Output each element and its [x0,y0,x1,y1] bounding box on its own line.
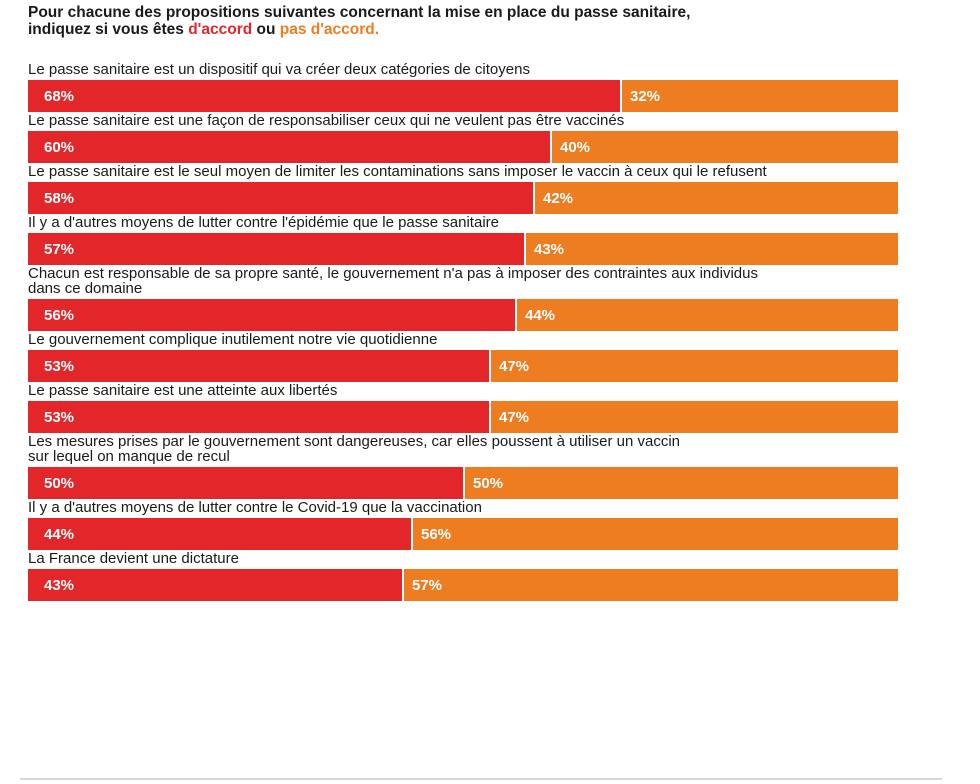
value-label-agree: 53% [44,358,75,375]
row-label: Le passe sanitaire est une façon de resp… [28,112,625,129]
title-line-1: Pour chacune des propositions suivantes … [28,4,691,21]
chart-title: Pour chacune des propositions suivantes … [28,4,690,38]
legend-disagree: pas d'accord. [279,21,380,38]
title-prefix: indiquez si vous êtes [28,21,189,38]
bar-agree: 57% [28,233,524,265]
value-label-disagree: 40% [560,139,591,156]
bar-agree: 68% [28,80,620,112]
bar-agree: 50% [28,467,463,499]
row-label: Il y a d'autres moyens de lutter contre … [28,214,499,231]
bar-agree: 56% [28,299,515,331]
bar-agree: 53% [28,401,489,433]
value-label-disagree: 32% [630,88,661,105]
bar-agree: 60% [28,131,550,163]
bar-disagree: 43% [526,233,898,265]
row-label: Le passe sanitaire est un dispositif qui… [28,61,530,78]
value-label-agree: 58% [44,190,75,207]
bar-disagree: 44% [517,299,898,331]
row-label: Le passe sanitaire est le seul moyen de … [28,163,767,180]
value-label-agree: 57% [44,241,75,258]
value-label-disagree: 57% [412,577,443,594]
row-label: Chacun est responsable de sa propre sant… [28,265,758,297]
bottom-divider [20,778,942,780]
value-label-disagree: 44% [525,307,556,324]
value-label-agree: 56% [44,307,75,324]
title-connector: ou [252,21,280,38]
row-label: Il y a d'autres moyens de lutter contre … [28,499,482,516]
bar-agree: 53% [28,350,489,382]
bar-agree: 58% [28,182,533,214]
bar-disagree: 32% [622,80,898,112]
bar-disagree: 40% [552,131,898,163]
value-label-agree: 44% [44,526,75,543]
row-label: La France devient une dictature [28,550,239,567]
value-label-disagree: 47% [499,409,530,426]
value-label-agree: 50% [44,475,75,492]
value-label-disagree: 43% [534,241,565,258]
value-label-agree: 68% [44,88,75,105]
bar-disagree: 50% [465,467,898,499]
title-line-2: indiquez si vous êtes d'accord ou pas d'… [28,21,690,38]
value-label-agree: 53% [44,409,75,426]
row-label: Le passe sanitaire est une atteinte aux … [28,382,338,399]
bar-agree: 44% [28,518,411,550]
bar-disagree: 47% [491,350,898,382]
bar-disagree: 47% [491,401,898,433]
row-label: Les mesures prises par le gouvernement s… [28,433,681,465]
bar-disagree: 57% [404,569,898,601]
bar-disagree: 56% [413,518,898,550]
value-label-agree: 43% [44,577,75,594]
value-label-disagree: 42% [543,190,574,207]
bar-disagree: 42% [535,182,898,214]
value-label-disagree: 56% [421,526,452,543]
value-label-agree: 60% [44,139,75,156]
legend-agree: d'accord [188,21,253,38]
value-label-disagree: 50% [473,475,504,492]
bar-agree: 43% [28,569,402,601]
value-label-disagree: 47% [499,358,530,375]
row-label: Le gouvernement complique inutilement no… [28,331,438,348]
